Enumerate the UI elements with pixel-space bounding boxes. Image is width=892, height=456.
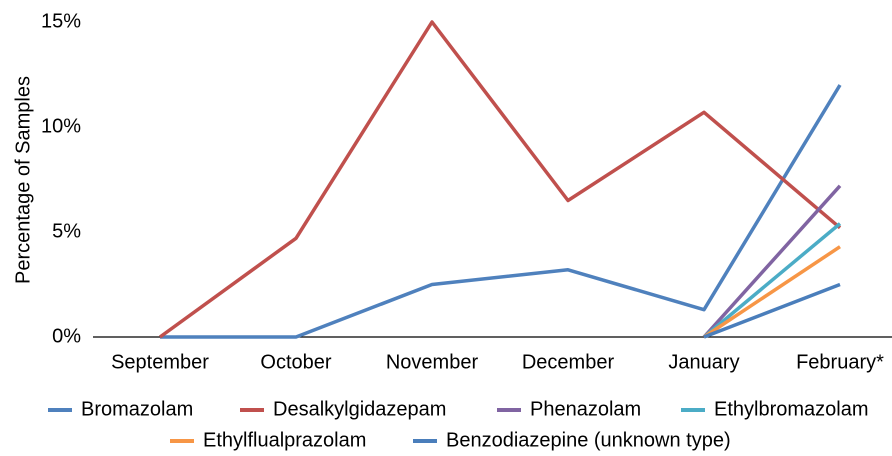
y-tick-label: 10%: [41, 115, 81, 137]
legend-label: Bromazolam: [81, 398, 193, 420]
legend-label: Phenazolam: [530, 398, 641, 420]
x-tick-label: January: [668, 351, 739, 373]
series-line: [702, 184, 842, 339]
y-tick-label: 5%: [52, 220, 81, 242]
x-tick-label: November: [386, 351, 479, 373]
legend-label: Ethylbromazolam: [714, 398, 869, 420]
x-tick-label: September: [111, 351, 209, 373]
x-tick-label: February*: [796, 351, 884, 373]
series-line: [702, 222, 842, 339]
legend-label: Ethylflualprazolam: [203, 429, 366, 451]
x-tick-label: October: [260, 351, 331, 373]
series-line: [703, 282, 841, 339]
legend-label: Desalkylgidazepam: [273, 398, 446, 420]
y-tick-label: 15%: [41, 10, 81, 32]
x-tick-label: December: [522, 351, 615, 373]
y-axis-title: Percentage of Samples: [12, 76, 34, 284]
series-line: [158, 20, 842, 339]
series-line: [160, 84, 842, 339]
legend-label: Benzodiazepine (unknown type): [446, 429, 731, 451]
series-line: [703, 245, 841, 339]
y-tick-label: 0%: [52, 325, 81, 347]
